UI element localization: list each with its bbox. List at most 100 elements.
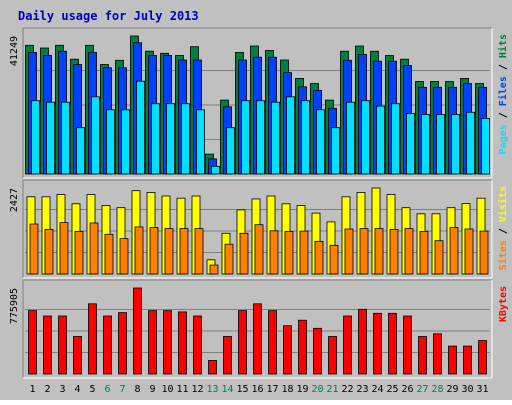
bar-kbytes-day-18 [283, 325, 292, 375]
x-tick-label-day-5: 5 [89, 384, 95, 395]
x-tick-label-day-12: 12 [191, 384, 203, 395]
legend-visits-sites: Sites / Visits [497, 186, 509, 270]
x-tick-label-day-27: 27 [416, 384, 428, 395]
x-tick-label-day-4: 4 [74, 384, 80, 395]
bar-pages-day-20 [316, 109, 325, 175]
x-tick-label-day-25: 25 [386, 384, 398, 395]
bar-pages-day-4 [76, 127, 85, 175]
bar-pages-day-3 [61, 101, 70, 175]
bar-sites-day-11 [179, 228, 189, 275]
x-tick-label-day-22: 22 [341, 384, 353, 395]
bar-kbytes-day-8 [133, 287, 142, 375]
panel-visits-sites: 2427 Sites / Visits [9, 179, 509, 279]
bar-kbytes-day-6 [103, 315, 112, 375]
bar-sites-day-6 [104, 233, 114, 275]
bar-pages-day-12 [196, 109, 205, 175]
bar-sites-day-29 [449, 227, 459, 275]
bar-pages-day-14 [226, 127, 235, 175]
bar-pages-day-10 [166, 103, 175, 175]
bar-pages-day-13 [211, 165, 220, 175]
bar-pages-day-19 [301, 100, 310, 175]
bar-sites-day-12 [194, 228, 204, 275]
legend-item-pages: Pages [498, 124, 509, 154]
bar-pages-day-6 [106, 109, 115, 175]
bar-sites-day-23 [359, 228, 369, 275]
x-tick-label-day-16: 16 [251, 384, 263, 395]
legend-item-hits: Hits [497, 34, 509, 58]
bar-sites-day-21 [329, 244, 339, 275]
bar-sites-day-16 [254, 224, 264, 275]
bar-pages-day-18 [286, 96, 295, 175]
x-tick-label-day-9: 9 [149, 384, 155, 395]
bar-sites-day-9 [149, 227, 159, 275]
bar-kbytes-day-30 [463, 345, 472, 375]
bar-kbytes-day-28 [433, 333, 442, 375]
x-tick-label-day-17: 17 [266, 384, 278, 395]
x-tick-label-day-11: 11 [176, 384, 188, 395]
bar-pages-day-27 [421, 114, 430, 175]
bar-sites-day-13 [209, 264, 219, 275]
x-tick-label-day-23: 23 [356, 384, 368, 395]
bar-kbytes-day-24 [373, 312, 382, 375]
x-tick-label-day-7: 7 [119, 384, 125, 395]
bar-kbytes-day-21 [328, 336, 337, 375]
x-tick-label-day-10: 10 [161, 384, 173, 395]
bar-kbytes-day-29 [448, 345, 457, 375]
bar-sites-day-22 [344, 228, 354, 275]
bar-pages-day-1 [31, 100, 40, 175]
bar-pages-day-16 [256, 100, 265, 175]
legend-separator-hits-files-pages-1: / [498, 106, 509, 124]
bar-pages-day-21 [331, 127, 340, 175]
bar-sites-day-17 [269, 230, 279, 275]
x-tick-label-day-20: 20 [311, 384, 323, 395]
x-tick-label-day-29: 29 [446, 384, 458, 395]
x-tick-label-day-6: 6 [104, 384, 110, 395]
bar-kbytes-day-7 [118, 312, 127, 375]
x-tick-label-day-26: 26 [401, 384, 413, 395]
bar-kbytes-day-31 [478, 340, 487, 375]
bar-pages-day-30 [466, 111, 475, 175]
bar-sites-day-3 [59, 222, 69, 275]
bar-sites-day-31 [479, 230, 489, 275]
bar-pages-day-17 [271, 101, 280, 175]
bar-kbytes-day-23 [358, 308, 367, 375]
bar-kbytes-day-10 [163, 310, 172, 375]
x-tick-label-day-18: 18 [281, 384, 293, 395]
bar-kbytes-day-15 [238, 310, 247, 375]
x-tick-label-day-3: 3 [59, 384, 65, 395]
legend-kbytes: KBytes [498, 286, 509, 322]
bar-sites-day-18 [284, 231, 294, 275]
bar-kbytes-day-5 [88, 303, 97, 375]
panel-hits-files-pages: 41249 Pages / Files / Hits [9, 27, 509, 179]
bar-kbytes-day-1 [28, 310, 37, 375]
bar-kbytes-day-16 [253, 303, 262, 375]
y-max-label-hits-files-pages: 41249 [9, 36, 20, 66]
bar-sites-day-26 [404, 228, 414, 275]
bar-pages-day-31 [481, 118, 490, 175]
bar-pages-day-5 [91, 96, 100, 175]
x-tick-label-day-31: 31 [476, 384, 488, 395]
y-max-label-kbytes: 775905 [9, 288, 20, 324]
x-tick-label-day-30: 30 [461, 384, 473, 395]
legend-separator-hits-files-pages-2: / [498, 58, 509, 76]
bar-pages-day-25 [391, 103, 400, 175]
bar-kbytes-day-25 [388, 312, 397, 375]
bar-kbytes-day-19 [298, 319, 307, 375]
legend-item-kbytes: KBytes [498, 286, 509, 322]
bar-pages-day-2 [46, 101, 55, 175]
legend-item-files: Files [497, 76, 509, 106]
legend-item-sites: Sites [497, 240, 509, 270]
bar-pages-day-11 [181, 103, 190, 175]
bar-sites-day-7 [119, 238, 129, 275]
legend-separator-visits-sites-1: / [498, 222, 509, 240]
bar-kbytes-day-11 [178, 311, 187, 375]
panel-kbytes: 775905 KBytes [9, 279, 509, 379]
bar-pages-day-23 [361, 100, 370, 175]
bar-pages-day-28 [436, 114, 445, 175]
bar-sites-day-1 [29, 223, 39, 275]
bar-kbytes-day-9 [148, 310, 157, 375]
x-axis-labels: 1 2 3 4 5 6 7 8 9 10 11 12 13 14 15 16 17 18 19 20 21 22 23 24 2… [29, 384, 488, 395]
x-tick-label-day-24: 24 [371, 384, 383, 395]
x-tick-label-day-14: 14 [221, 384, 233, 395]
